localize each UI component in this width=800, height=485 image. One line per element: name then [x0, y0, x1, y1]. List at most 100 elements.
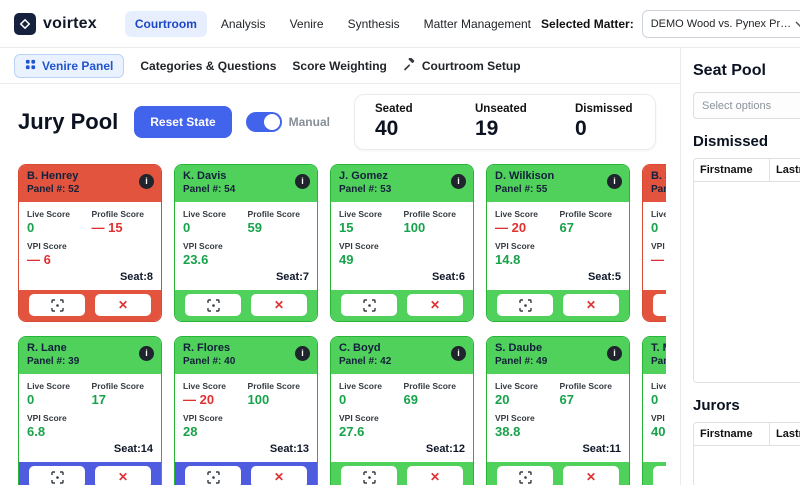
live-score-value: 0 — [27, 220, 35, 235]
x-icon: ✕ — [585, 470, 597, 484]
live-score: Live Score — 20 — [495, 209, 560, 235]
dismissed-title: Dismissed — [693, 133, 769, 150]
page-title: Jury Pool — [18, 109, 119, 134]
matter-select[interactable]: DEMO Wood vs. Pynex Prope ... — [641, 9, 800, 38]
live-score: Live Score 15 — [339, 209, 404, 235]
info-icon[interactable]: i — [139, 174, 154, 189]
brand-logo[interactable]: voirtex — [14, 12, 97, 35]
voirtex-diamond-icon — [14, 12, 36, 35]
swap-seat-button[interactable] — [653, 466, 666, 485]
juror-card-body: Live Score 15 Profile Score 100 VPI Scor… — [331, 202, 473, 290]
vpi-score-label: VPI Score — [651, 241, 666, 251]
x-icon: ✕ — [117, 470, 129, 484]
tab-categories-questions[interactable]: Categories & Questions — [140, 58, 277, 73]
dismiss-button[interactable]: ✕ — [251, 294, 307, 316]
seat-number: Seat:8 — [119, 271, 153, 283]
juror-card-body: Live Score — 20 Profile Score 67 VPI Sco… — [487, 202, 629, 290]
vpi-score-label: VPI Score — [183, 413, 223, 423]
profile-score: Profile Score 100 — [248, 381, 309, 407]
dismiss-button[interactable]: ✕ — [95, 466, 151, 485]
seat-number: Seat:14 — [113, 443, 153, 455]
jurors-table-header: Firstname Lastname — [694, 423, 800, 446]
tab-score-weighting[interactable]: Score Weighting — [292, 58, 387, 73]
card-row-2: R. Lane Panel #: 39 i Live Score 0 Profi… — [18, 336, 666, 485]
juror-panel-number: Panel #: 39 — [27, 356, 80, 367]
stat-dismissed: Dismissed 0 — [575, 103, 633, 140]
live-score: Live Score 0 — [339, 381, 404, 407]
dismiss-button[interactable]: ✕ — [563, 294, 619, 316]
dismiss-button[interactable]: ✕ — [563, 466, 619, 485]
scan-icon — [206, 470, 220, 484]
swap-seat-button[interactable] — [497, 294, 553, 316]
nav-item-courtroom[interactable]: Courtroom — [124, 10, 207, 37]
nav-item-venire[interactable]: Venire — [289, 16, 324, 31]
juror-card-body: Live Score 0 Profile Score VPI Score 40 — [643, 374, 666, 462]
vpi-score: VPI Score 23.6 — [183, 241, 248, 267]
live-score-label: Live Score — [183, 381, 226, 391]
swap-seat-button[interactable] — [29, 294, 85, 316]
juror-card: C. Boyd Panel #: 42 i Live Score 0 Profi… — [330, 336, 474, 485]
live-score-value: 0 — [183, 220, 191, 235]
swap-seat-button[interactable] — [185, 466, 241, 485]
profile-score-value: — 15 — [91, 220, 123, 235]
right-sidebar: Seat Pool Select options Dismissed First… — [680, 48, 800, 485]
tab-courtroom-setup[interactable]: Courtroom Setup — [403, 56, 521, 74]
juror-card: T. Mill Panel #: i Live Score 0 Profile … — [642, 336, 666, 485]
manual-toggle-group: Manual — [245, 112, 330, 132]
dismiss-button[interactable]: ✕ — [407, 294, 463, 316]
swap-seat-button[interactable] — [29, 466, 85, 485]
juror-panel-number: Panel #: 53 — [339, 184, 392, 195]
dismiss-button[interactable]: ✕ — [95, 294, 151, 316]
nav-item-synthesis[interactable]: Synthesis — [347, 16, 400, 31]
tab-venire-panel[interactable]: Venire Panel — [14, 53, 125, 78]
reset-state-button[interactable]: Reset State — [134, 106, 232, 138]
profile-score-value: 69 — [403, 392, 418, 407]
selected-matter-label: Selected Matter: — [541, 16, 634, 31]
juror-card-body: Live Score 20 Profile Score 67 VPI Score… — [487, 374, 629, 462]
main-panel: Venire Panel Categories & Questions Scor… — [0, 48, 680, 485]
live-score-value: — 20 — [495, 220, 527, 235]
info-icon[interactable]: i — [607, 174, 622, 189]
scan-icon — [362, 298, 376, 312]
swap-seat-button[interactable] — [185, 294, 241, 316]
juror-card-footer: ✕ — [643, 290, 666, 321]
info-icon[interactable]: i — [295, 174, 310, 189]
vpi-score: VPI Score — 6 — [27, 241, 92, 267]
vpi-score-label: VPI Score — [27, 413, 67, 423]
nav-item-matter-management[interactable]: Matter Management — [423, 16, 532, 31]
info-icon[interactable]: i — [607, 346, 622, 361]
top-navbar: voirtex Courtroom Analysis Venire Synthe… — [0, 0, 800, 48]
jury-pool-header-row: Jury Pool Reset State Manual Seated 40 U… — [0, 84, 680, 150]
swap-seat-button[interactable] — [497, 466, 553, 485]
seat-pool-title: Seat Pool — [693, 62, 766, 79]
juror-card-header: R. Lane Panel #: 39 i — [19, 337, 161, 374]
venire-panel-icon — [25, 59, 36, 73]
swap-seat-button[interactable] — [341, 294, 397, 316]
dismiss-button[interactable]: ✕ — [407, 466, 463, 485]
seat-pool-select[interactable]: Select options — [693, 92, 800, 119]
info-icon[interactable]: i — [295, 346, 310, 361]
info-icon[interactable]: i — [451, 346, 466, 361]
swap-seat-button[interactable] — [653, 294, 666, 316]
jurors-table-body — [694, 446, 800, 485]
seat-stats-box: Seated 40 Unseated 19 Dismissed 0 — [354, 94, 656, 150]
manual-toggle[interactable] — [245, 112, 282, 132]
nav-item-analysis[interactable]: Analysis — [220, 16, 266, 31]
juror-card-header: B. Henrey Panel #: 52 i — [19, 165, 161, 202]
vpi-score-value: 27.6 — [339, 424, 365, 439]
info-icon[interactable]: i — [139, 346, 154, 361]
swap-seat-button[interactable] — [341, 466, 397, 485]
chevron-down-icon — [795, 18, 800, 30]
col-lastname: Lastname — [776, 164, 800, 176]
juror-card-header: K. Davis Panel #: 54 i — [175, 165, 317, 202]
juror-cards-grid: B. Henrey Panel #: 52 i Live Score 0 Pro… — [0, 164, 666, 485]
juror-name: S. Daube — [495, 342, 543, 354]
dismiss-button[interactable]: ✕ — [251, 466, 307, 485]
juror-name: R. Lane — [27, 342, 67, 354]
live-score-value: 20 — [495, 392, 510, 407]
info-icon[interactable]: i — [451, 174, 466, 189]
juror-name: B. Stan — [651, 170, 666, 182]
profile-score: Profile Score 17 — [92, 381, 153, 407]
profile-score-label: Profile Score — [559, 209, 612, 219]
live-score-value: 0 — [339, 392, 347, 407]
